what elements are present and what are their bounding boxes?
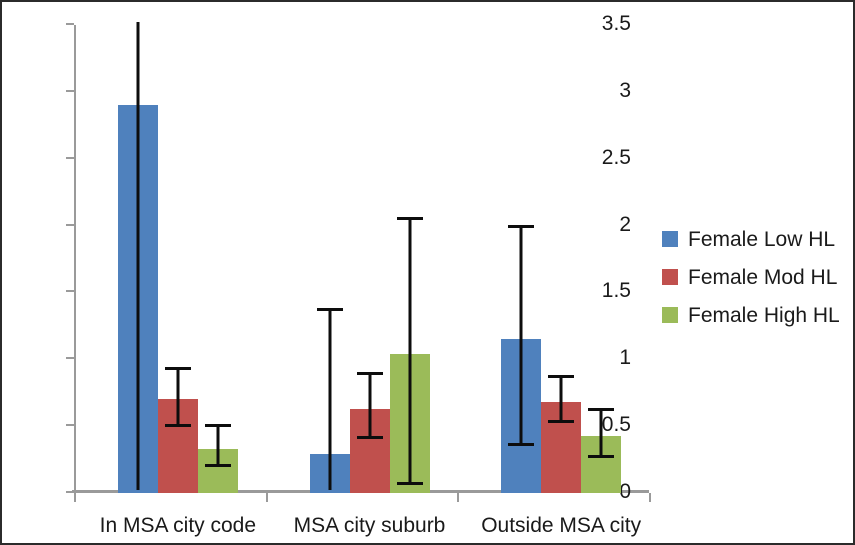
- x-axis-category-label: In MSA city code: [99, 514, 257, 537]
- error-bar-line: [408, 217, 411, 485]
- y-axis-tick-label: 1.5: [601, 279, 631, 303]
- y-axis-line: [74, 25, 76, 493]
- error-bar-cap-bottom: [548, 420, 575, 424]
- error-bar-cap-top: [164, 366, 191, 370]
- error-bar-line: [216, 424, 220, 468]
- plot-area: 0 0.5 1 1.5 2 2.5 3 3.5 In MSA city code MSA cit…: [66, 13, 651, 537]
- y-axis-tick-label: 1: [619, 346, 631, 370]
- x-axis-tick: [649, 493, 651, 502]
- error-bar-cap-top: [396, 217, 423, 221]
- legend-item-label: Female Low HL: [688, 227, 836, 251]
- y-axis-tick-label: 2: [619, 212, 631, 236]
- legend-item-label: Female Mod HL: [688, 265, 838, 289]
- y-axis-tick: [66, 223, 74, 226]
- y-axis-tick-label: 0.5: [601, 413, 631, 437]
- legend-swatch-icon: [662, 269, 678, 285]
- error-bar-cap-top: [588, 408, 615, 412]
- x-axis-category-label: Outside MSA city: [481, 514, 642, 537]
- x-axis-category-label: MSA city suburb: [293, 514, 446, 537]
- legend-swatch-icon: [662, 231, 678, 247]
- error-bar-cap-bottom: [396, 481, 423, 485]
- error-bar-cap-bottom: [204, 464, 231, 468]
- x-axis-tick: [74, 493, 76, 502]
- error-bar-line: [559, 375, 563, 424]
- error-bar-cap-bottom: [508, 442, 535, 446]
- y-axis-tick: [66, 290, 74, 293]
- y-axis-tick: [66, 156, 74, 159]
- y-axis-tick: [66, 424, 74, 427]
- error-bar-line: [599, 408, 603, 458]
- legend-item[interactable]: Female Low HL: [662, 220, 840, 258]
- y-axis-tick-label: 2.5: [601, 145, 631, 169]
- error-bar-cap-top: [508, 225, 535, 229]
- y-axis-tick: [66, 89, 74, 92]
- y-axis-tick: [66, 357, 74, 360]
- y-axis-tick-label: 3.5: [601, 12, 631, 35]
- error-bar-cap-top: [548, 375, 575, 378]
- error-bar-cap-bottom: [164, 424, 191, 428]
- error-bar-cap-bottom: [588, 454, 615, 458]
- error-bar-line: [368, 372, 371, 440]
- y-axis-tick: [66, 491, 74, 493]
- legend-swatch-icon: [662, 307, 678, 323]
- x-axis-tick: [265, 493, 268, 502]
- y-axis-tick-label: 3: [619, 78, 631, 102]
- error-bar-cap-bottom: [356, 436, 383, 440]
- error-bar-line: [328, 308, 331, 490]
- x-axis-tick: [457, 493, 460, 502]
- legend-item[interactable]: Female Mod HL: [662, 258, 840, 296]
- error-bar-line: [519, 225, 523, 446]
- legend-item[interactable]: Female High HL: [662, 296, 840, 334]
- error-bar-line: [176, 366, 180, 428]
- legend-item-label: Female High HL: [688, 303, 840, 327]
- error-bar-cap-top: [204, 424, 231, 428]
- chart-legend: Female Low HL Female Mod HL Female High HL: [662, 220, 840, 334]
- error-bar-cap-top: [316, 308, 343, 312]
- y-axis-tick: [66, 23, 74, 25]
- error-bar-cap-top: [356, 372, 383, 376]
- y-axis-tick-label: 0: [619, 480, 631, 503]
- error-bar-line: [136, 22, 140, 490]
